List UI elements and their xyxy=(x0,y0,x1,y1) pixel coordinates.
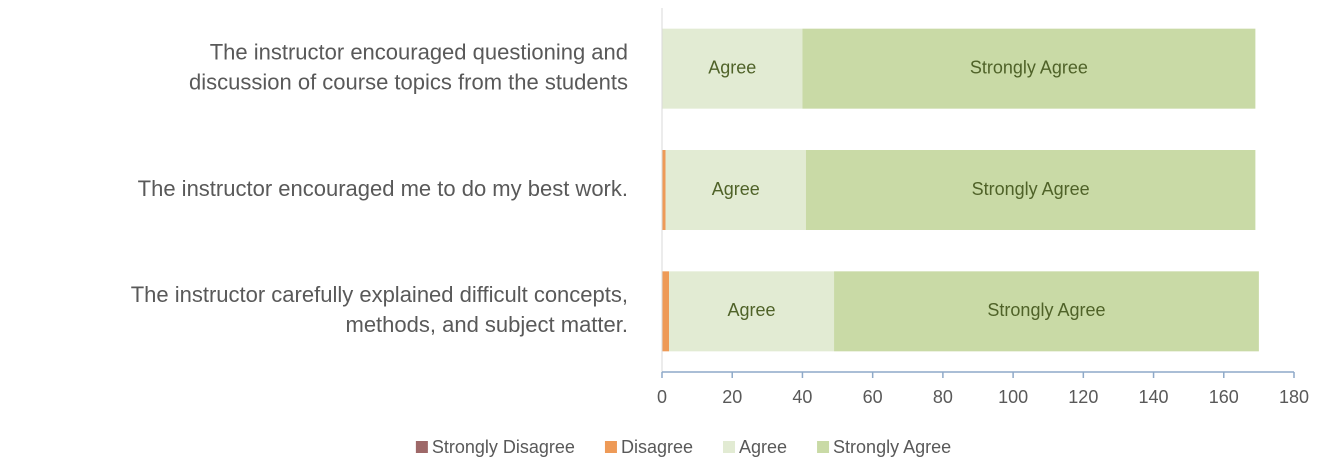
bar-segment xyxy=(662,150,666,230)
legend-swatch xyxy=(604,441,617,453)
legend-label: Strongly Disagree xyxy=(432,437,575,457)
x-tick-label: 180 xyxy=(1279,387,1309,407)
data-label: Agree xyxy=(728,300,776,320)
bar-segment xyxy=(665,150,806,230)
x-tick-label: 40 xyxy=(792,387,812,407)
x-tick-label: 0 xyxy=(657,387,667,407)
category-label: discussion of course topics from the stu… xyxy=(189,69,628,94)
data-label: Agree xyxy=(708,57,756,77)
bar-segment xyxy=(669,271,835,352)
x-tick-label: 80 xyxy=(933,387,953,407)
bar-segment xyxy=(805,150,1256,230)
bar-segment xyxy=(662,28,803,109)
legend-swatch xyxy=(817,441,830,453)
legend-label: Strongly Agree xyxy=(833,437,951,457)
data-label: Agree xyxy=(712,179,760,199)
legend-label: Agree xyxy=(739,437,787,457)
x-tick-label: 100 xyxy=(998,387,1028,407)
x-tick-label: 120 xyxy=(1068,387,1098,407)
category-label: methods, and subject matter. xyxy=(346,312,629,337)
data-label: Strongly Agree xyxy=(987,300,1105,320)
x-tick-label: 160 xyxy=(1209,387,1239,407)
legend-swatch xyxy=(415,441,428,453)
bar-segment xyxy=(802,28,1256,109)
x-tick-label: 20 xyxy=(722,387,742,407)
x-tick-label: 140 xyxy=(1139,387,1169,407)
data-label: Strongly Agree xyxy=(972,179,1090,199)
category-label: The instructor encouraged questioning an… xyxy=(210,39,628,64)
category-label: The instructor carefully explained diffi… xyxy=(131,282,628,307)
legend-label: Disagree xyxy=(621,437,693,457)
bar-segment xyxy=(834,271,1259,352)
legend-swatch xyxy=(723,441,735,453)
data-label: Strongly Agree xyxy=(970,57,1088,77)
category-label: The instructor encouraged me to do my be… xyxy=(138,176,628,201)
x-tick-label: 60 xyxy=(863,387,883,407)
bar-segment xyxy=(662,271,670,352)
